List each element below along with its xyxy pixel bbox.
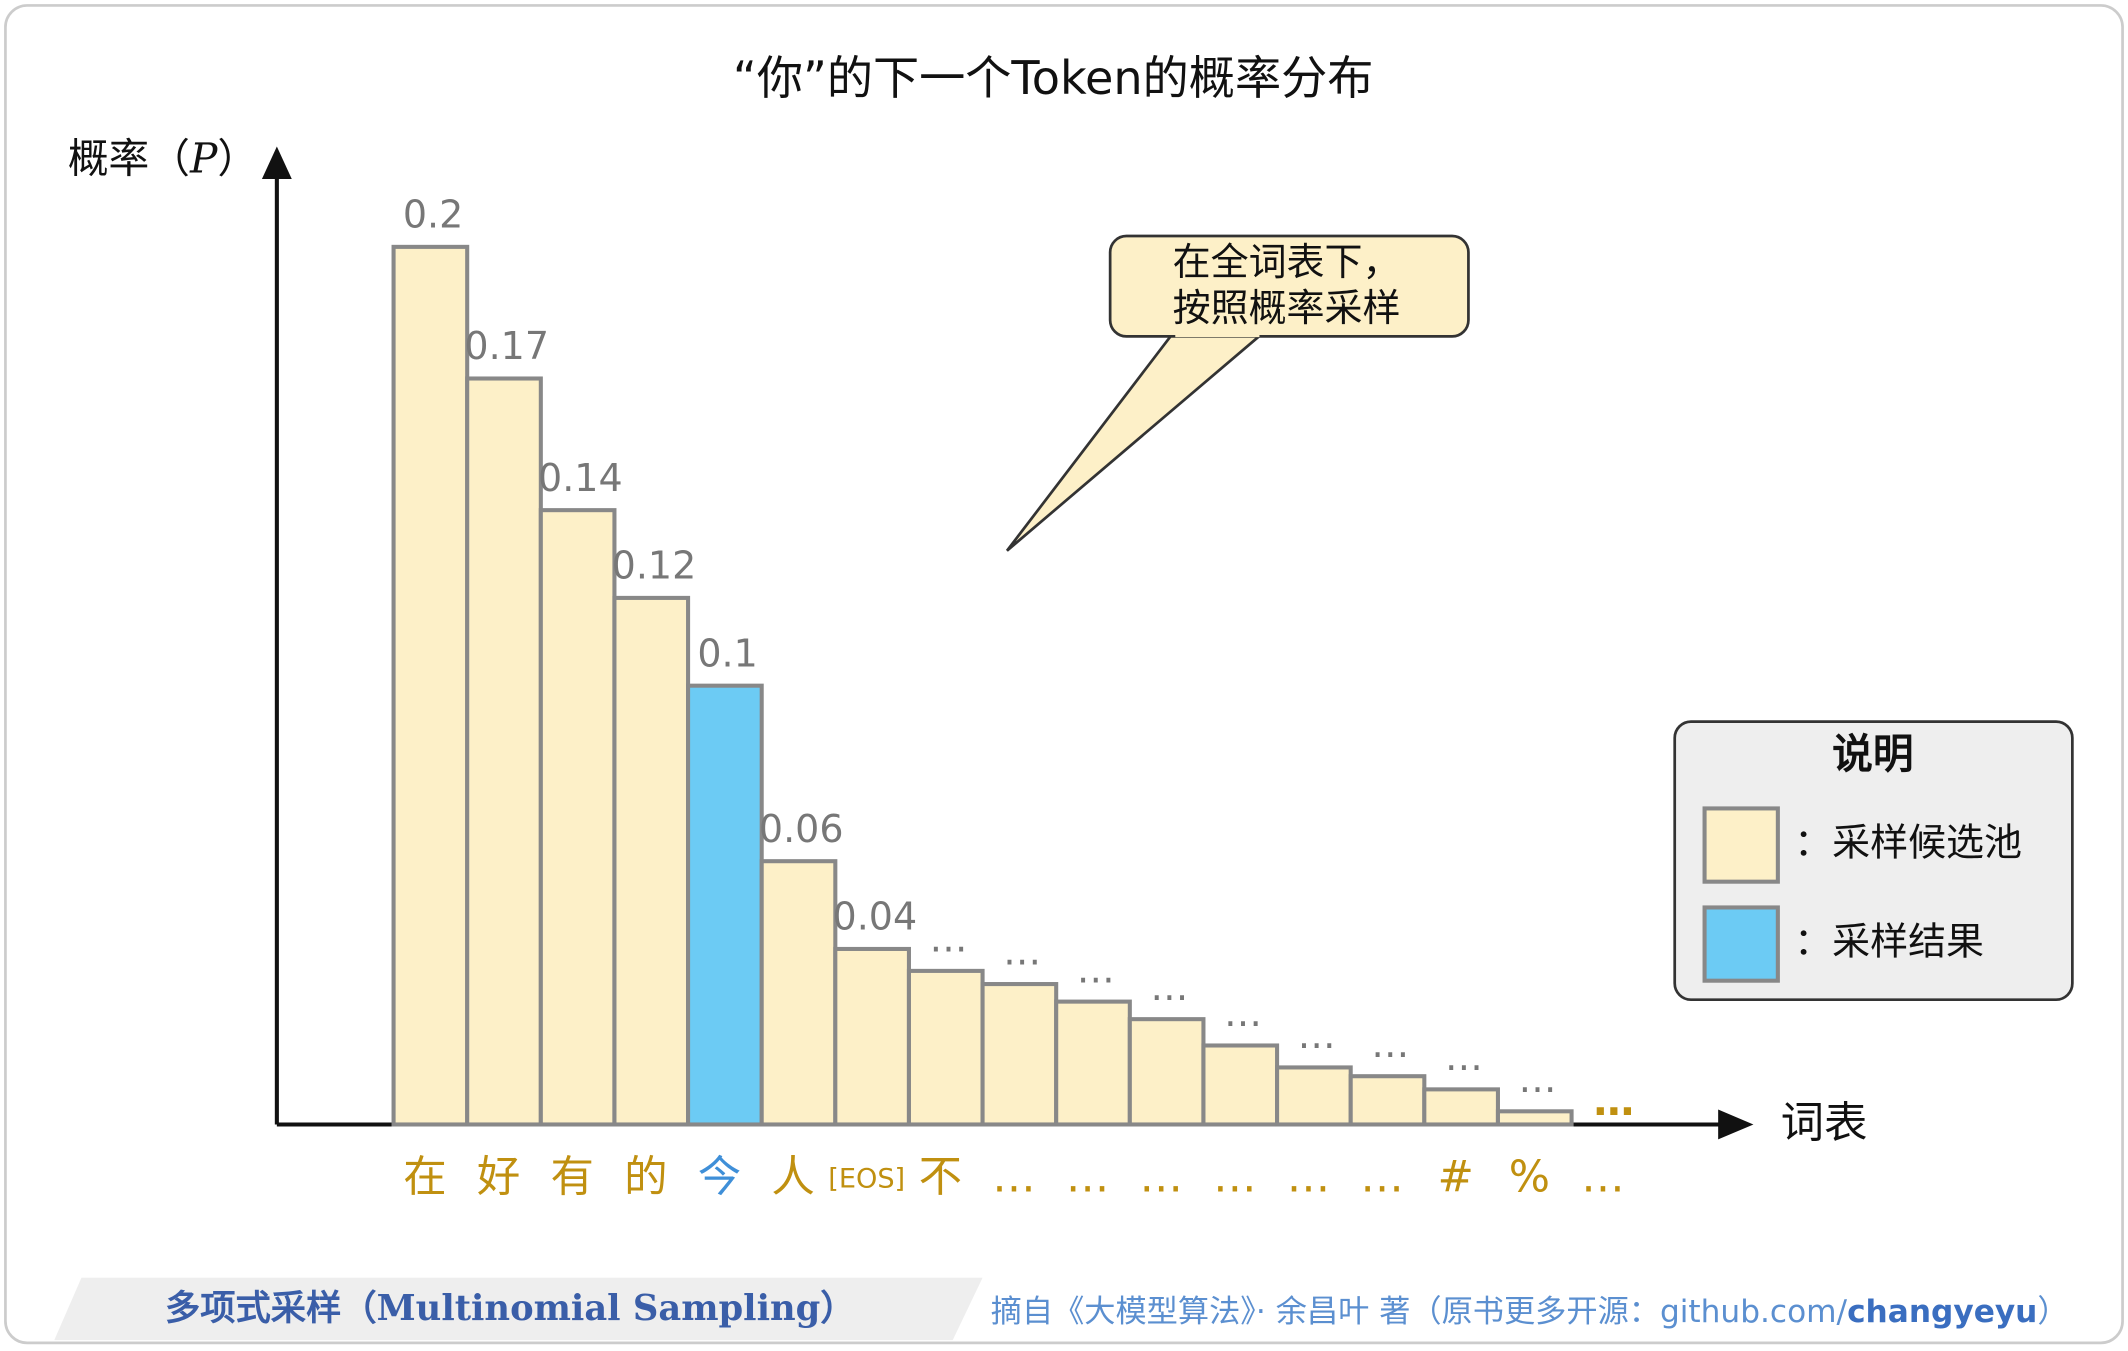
- footer-caption: 多项式采样（Multinomial Sampling）: [165, 1288, 856, 1329]
- footer-source: 摘自《大模型算法》· 余昌叶 著（原书更多开源：github.com/chang…: [991, 1294, 2069, 1330]
- x-axis-label: 词表: [1781, 1098, 1868, 1148]
- legend-label: ：采样结果: [1794, 920, 1984, 964]
- x-tick-label: …: [1066, 1153, 1109, 1203]
- bar: [1495, 1109, 1574, 1127]
- x-tick-label: 好: [477, 1153, 520, 1203]
- legend-swatch: [1702, 806, 1780, 884]
- value-label: …: [1077, 947, 1115, 991]
- bar: [1127, 1017, 1206, 1127]
- x-tick-label: 不: [919, 1153, 962, 1203]
- source-bold: changyeyu: [1847, 1294, 2037, 1330]
- value-label: 0.06: [759, 807, 844, 851]
- value-label: 0.2: [403, 193, 463, 237]
- bar: [1275, 1065, 1353, 1127]
- value-label: 0.17: [464, 324, 549, 368]
- value-label: …: [1371, 1022, 1409, 1066]
- x-tick-label: 的: [624, 1153, 667, 1203]
- callout-box: [1108, 234, 1470, 338]
- bar: [1201, 1043, 1280, 1127]
- value-label: …: [1518, 1057, 1556, 1101]
- bar: [391, 244, 470, 1127]
- value-label: 0.12: [612, 544, 697, 588]
- value-label: …: [1298, 1013, 1336, 1057]
- bar: [1054, 999, 1132, 1127]
- bar: [1348, 1074, 1427, 1127]
- y-label-before: 概率（: [68, 134, 190, 182]
- source-text: 摘自《大模型算法》· 余昌叶 著（原书更多开源：github.com/: [991, 1294, 1848, 1330]
- bar: [1422, 1087, 1500, 1127]
- chart-title: “你”的下一个Token的概率分布: [733, 51, 1373, 105]
- annotation-line: 在全词表下，: [1173, 240, 1401, 284]
- bar: [980, 982, 1059, 1127]
- axis-continuation: …: [1593, 1077, 1634, 1125]
- x-tick-label: #: [1438, 1153, 1474, 1203]
- bar: [686, 683, 764, 1127]
- x-axis-arrow: [1718, 1109, 1754, 1140]
- bar: [833, 946, 911, 1127]
- value-label: 0.1: [697, 631, 757, 675]
- x-tick-label: …: [1213, 1153, 1256, 1203]
- value-label: …: [929, 917, 967, 961]
- x-tick-label: …: [992, 1153, 1035, 1203]
- x-tick-label: 有: [550, 1153, 593, 1203]
- y-axis-arrow: [261, 146, 292, 180]
- source-end: ）: [2037, 1294, 2068, 1330]
- value-label: 0.04: [833, 895, 918, 939]
- bar: [612, 595, 691, 1127]
- bar: [465, 376, 543, 1127]
- bar: [538, 508, 617, 1127]
- value-label: 0.14: [538, 456, 623, 500]
- x-tick-label: 今: [698, 1153, 741, 1203]
- x-tick-label: …: [1360, 1153, 1403, 1203]
- x-tick-label: …: [1287, 1153, 1330, 1203]
- value-label: …: [1224, 991, 1262, 1035]
- legend-label: ：采样候选池: [1794, 821, 2022, 865]
- bar: [759, 859, 838, 1127]
- annotation-line: 按照概率采样: [1173, 286, 1401, 330]
- value-label: …: [1150, 965, 1188, 1009]
- bar: [906, 968, 985, 1127]
- value-label: …: [1445, 1035, 1483, 1079]
- x-tick-label: 人: [771, 1153, 814, 1203]
- y-axis-label: 概率（P）: [68, 134, 258, 182]
- x-tick-label: [EOS]: [828, 1164, 905, 1195]
- legend: 说明 ：采样候选池 ：采样结果: [1673, 720, 2074, 1002]
- bars: 0.20.170.140.120.10.060.04………………………: [391, 193, 1574, 1127]
- value-label: …: [1003, 930, 1041, 974]
- x-tick-label: …: [1581, 1153, 1624, 1203]
- legend-title: 说明: [1832, 730, 1913, 778]
- y-label-symbol: P: [189, 134, 218, 182]
- y-label-after: ）: [217, 134, 258, 182]
- x-tick-label: 在: [403, 1153, 446, 1203]
- x-tick-label: %: [1509, 1153, 1550, 1203]
- x-tick-label: …: [1139, 1153, 1182, 1203]
- legend-swatch: [1702, 905, 1780, 983]
- footer-band: [54, 1277, 983, 1341]
